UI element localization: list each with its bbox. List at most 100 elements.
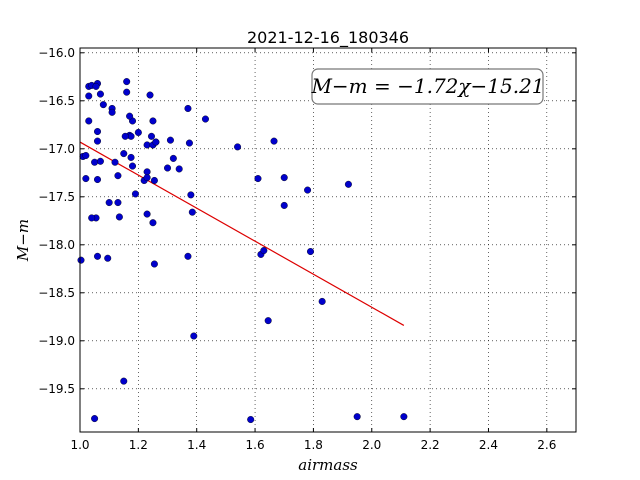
data-point bbox=[247, 416, 255, 424]
data-point bbox=[126, 112, 134, 120]
fit-line-group bbox=[79, 141, 405, 326]
x-axis-label: airmass bbox=[298, 456, 358, 474]
data-point bbox=[187, 191, 195, 199]
data-point bbox=[234, 143, 242, 151]
data-point bbox=[120, 150, 128, 158]
annotation-text: M−m = −1.72χ−15.21 bbox=[310, 74, 544, 98]
data-point bbox=[152, 138, 160, 146]
data-point bbox=[146, 91, 154, 99]
data-point bbox=[91, 158, 99, 166]
data-point bbox=[82, 152, 90, 160]
y-tick-label: −19.5 bbox=[38, 382, 75, 396]
data-point bbox=[105, 199, 113, 207]
data-point bbox=[270, 137, 278, 145]
x-tick-label: 2.2 bbox=[421, 438, 440, 452]
data-point bbox=[306, 248, 314, 256]
chart-title: 2021-12-16_180346 bbox=[247, 28, 409, 48]
data-point bbox=[149, 117, 157, 125]
data-point bbox=[353, 413, 361, 421]
data-point bbox=[127, 153, 135, 161]
fit-equation-annotation: M−m = −1.72χ−15.21 bbox=[310, 68, 545, 105]
data-point bbox=[114, 172, 122, 180]
x-tick-label: 1.2 bbox=[129, 438, 148, 452]
data-point bbox=[184, 104, 192, 112]
data-point bbox=[85, 117, 93, 125]
data-point bbox=[88, 214, 96, 222]
data-point bbox=[131, 190, 139, 198]
annotation-box bbox=[311, 68, 544, 105]
data-point bbox=[123, 78, 131, 86]
data-point bbox=[318, 297, 326, 305]
data-point bbox=[123, 88, 131, 96]
y-tick-labels: −16.0 −16.5 −17.0 −17.5 −18.0 −18.5 −19.0 −19.5 bbox=[38, 46, 75, 396]
fit-line bbox=[79, 141, 405, 326]
x-tick-labels: 1.0 1.2 1.4 1.6 1.8 2.0 2.2 2.4 2.6 bbox=[70, 438, 556, 452]
data-point bbox=[143, 141, 151, 149]
data-points-group bbox=[77, 78, 408, 424]
y-tick-label: −17.5 bbox=[38, 190, 75, 204]
x-tick-label: 1.4 bbox=[187, 438, 206, 452]
data-point bbox=[96, 90, 104, 98]
y-tick-label: −16.5 bbox=[38, 94, 75, 108]
data-point bbox=[94, 176, 102, 184]
data-point bbox=[147, 132, 155, 140]
data-point bbox=[264, 317, 272, 325]
y-tick-label: −19.0 bbox=[38, 334, 75, 348]
data-point bbox=[94, 137, 102, 145]
data-point bbox=[127, 132, 135, 140]
data-point bbox=[104, 254, 112, 262]
data-point bbox=[134, 128, 142, 136]
data-point bbox=[91, 415, 99, 423]
data-point bbox=[85, 92, 93, 100]
data-point bbox=[175, 165, 183, 173]
y-tick-label: −18.5 bbox=[38, 286, 75, 300]
x-tick-label: 2.0 bbox=[362, 438, 381, 452]
x-tick-label: 2.4 bbox=[479, 438, 498, 452]
data-point bbox=[150, 260, 158, 268]
data-point bbox=[143, 174, 151, 182]
data-point bbox=[190, 332, 198, 340]
x-tick-label: 1.8 bbox=[304, 438, 323, 452]
data-point bbox=[169, 154, 177, 162]
data-point bbox=[260, 247, 268, 255]
y-axis-label: M−m bbox=[14, 219, 32, 262]
data-point bbox=[92, 82, 100, 90]
data-point bbox=[99, 101, 107, 109]
data-point bbox=[96, 157, 104, 165]
data-point bbox=[121, 132, 129, 140]
data-point bbox=[280, 174, 288, 182]
data-point bbox=[94, 128, 102, 136]
data-point bbox=[184, 252, 192, 260]
data-point bbox=[149, 219, 157, 227]
data-point bbox=[129, 162, 137, 170]
data-point bbox=[82, 175, 90, 183]
data-point bbox=[114, 199, 122, 207]
data-point bbox=[304, 186, 312, 194]
data-point bbox=[188, 208, 196, 216]
data-point bbox=[108, 108, 116, 116]
data-point bbox=[280, 201, 288, 209]
data-point bbox=[164, 164, 172, 172]
data-point bbox=[185, 139, 193, 147]
y-tick-label: −17.0 bbox=[38, 142, 75, 156]
data-point bbox=[77, 256, 85, 264]
data-point bbox=[201, 115, 209, 123]
data-point bbox=[120, 377, 128, 385]
data-point bbox=[115, 213, 123, 221]
data-point bbox=[94, 252, 102, 260]
x-tick-label: 1.0 bbox=[70, 438, 89, 452]
data-point bbox=[111, 158, 119, 166]
axis-ticks bbox=[79, 48, 576, 432]
data-point bbox=[400, 413, 408, 421]
x-tick-label: 2.6 bbox=[537, 438, 556, 452]
data-point bbox=[143, 210, 151, 218]
y-tick-label: −16.0 bbox=[38, 46, 75, 60]
data-point bbox=[254, 175, 262, 183]
x-tick-label: 1.6 bbox=[246, 438, 265, 452]
data-point bbox=[150, 176, 158, 184]
plot-area-frame bbox=[79, 47, 577, 433]
data-point bbox=[166, 136, 174, 144]
y-tick-label: −18.0 bbox=[38, 238, 75, 252]
data-point bbox=[344, 180, 352, 188]
